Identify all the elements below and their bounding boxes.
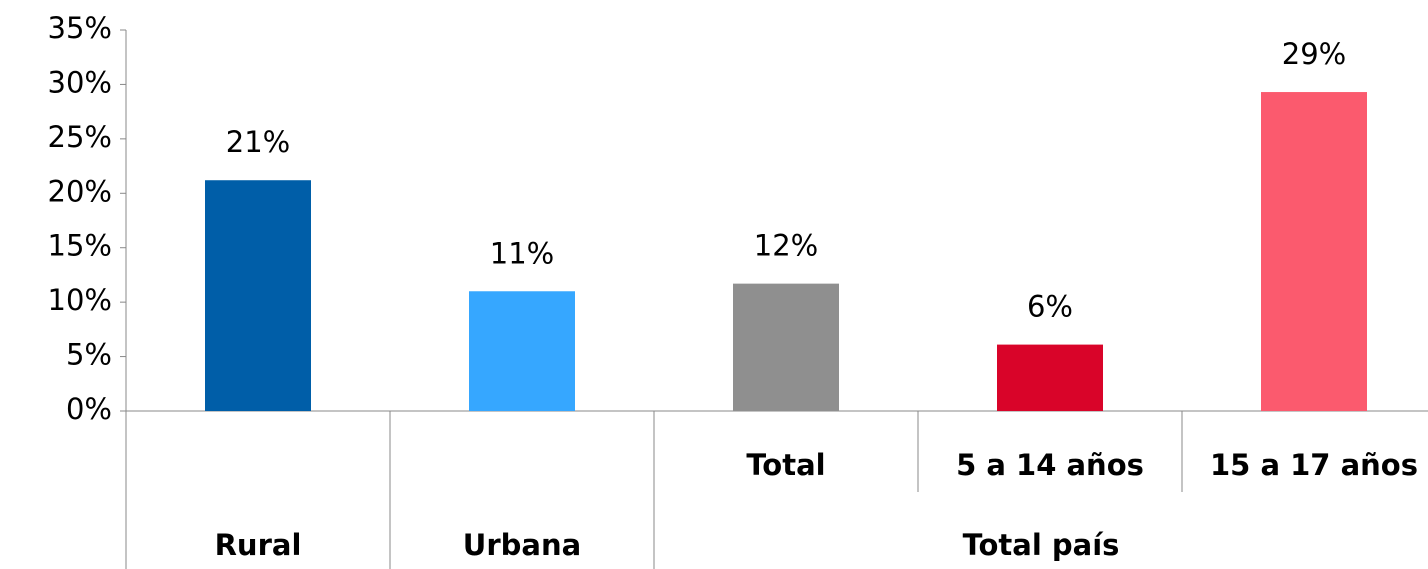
y-tick-label: 5% [66, 338, 112, 372]
x-tick-label: 15 a 17 años [1210, 448, 1418, 482]
y-tick-label: 0% [66, 392, 112, 426]
bar [205, 180, 311, 411]
value-label: 12% [754, 229, 818, 263]
group-label: Urbana [463, 528, 581, 562]
value-label: 21% [226, 125, 290, 159]
bar [469, 291, 575, 411]
x-tick-label: Total [746, 448, 825, 482]
value-label: 6% [1027, 290, 1073, 324]
y-tick-label: 25% [48, 120, 112, 154]
y-tick-label: 20% [48, 174, 112, 208]
y-tick-label: 30% [48, 65, 112, 99]
bar [997, 344, 1103, 411]
x-tick-label: 5 a 14 años [956, 448, 1144, 482]
group-label: Rural [215, 528, 302, 562]
y-tick-label: 15% [48, 229, 112, 263]
group-label: Total país [963, 528, 1120, 562]
value-label: 11% [490, 236, 554, 270]
y-tick-label: 10% [48, 283, 112, 317]
value-label: 29% [1282, 37, 1346, 71]
bar [1261, 92, 1367, 411]
bar [733, 283, 839, 411]
y-tick-label: 35% [48, 11, 112, 45]
